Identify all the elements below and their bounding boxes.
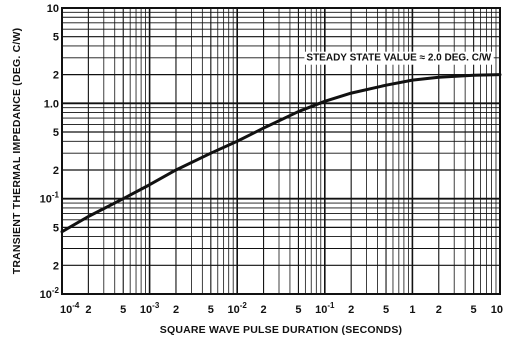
- y-tick-label: 2: [53, 260, 59, 272]
- y-tick-label: 2: [53, 165, 59, 177]
- y-tick-label: 5: [53, 32, 59, 44]
- x-tick-label: 5: [120, 304, 126, 316]
- x-tick-label: 5: [208, 304, 214, 316]
- series-line: [60, 73, 502, 234]
- curve-layer: [60, 73, 502, 234]
- y-axis-title: TRANSIENT THERMAL IMPEDANCE (DEG. C/W): [11, 28, 23, 275]
- x-tick-label: 5: [295, 304, 301, 316]
- x-tick-label: 2: [173, 304, 179, 316]
- annotation-backing: [304, 51, 494, 65]
- y-tick-label: 2: [53, 70, 59, 82]
- y-tick-label: 1.0: [44, 98, 59, 110]
- x-tick-label: 10-1: [315, 301, 335, 316]
- y-tick-label: 5: [53, 222, 59, 234]
- x-tick-label: 1: [409, 304, 415, 316]
- x-tick-label: 10-2: [228, 301, 248, 316]
- x-tick-label: 5: [383, 304, 389, 316]
- y-tick-label: 10-1: [40, 191, 60, 206]
- grid-lines: [61, 8, 500, 295]
- plot-frame: [61, 7, 501, 295]
- x-tick-label: 2: [348, 304, 354, 316]
- x-tick-label: 10: [491, 304, 503, 316]
- x-tick-label: 2: [85, 304, 91, 316]
- x-tick-label: 10-3: [140, 301, 160, 316]
- x-tick-label: 2: [436, 304, 442, 316]
- annotation-layer: STEADY STATE VALUE ≈ 2.0 DEG. C/W: [304, 51, 494, 65]
- y-tick-labels: 10 5 2 1.0 5 2 10-1 5 2 10-2: [40, 3, 60, 301]
- x-tick-label: 10-4: [60, 301, 80, 316]
- x-tick-label: 2: [261, 304, 267, 316]
- y-tick-label: 10: [47, 3, 59, 15]
- x-tick-labels: 10-4 2 5 10-3 2 5 10-2 2 5 10-1 2 5 1 2 5 10: [60, 301, 503, 316]
- y-tick-label: 5: [53, 127, 59, 139]
- x-axis-title: SQUARE WAVE PULSE DURATION (SECONDS): [160, 324, 403, 336]
- x-tick-label: 5: [471, 304, 477, 316]
- steady-state-annotation: STEADY STATE VALUE ≈ 2.0 DEG. C/W: [306, 53, 491, 64]
- y-tick-label: 10-2: [40, 286, 60, 301]
